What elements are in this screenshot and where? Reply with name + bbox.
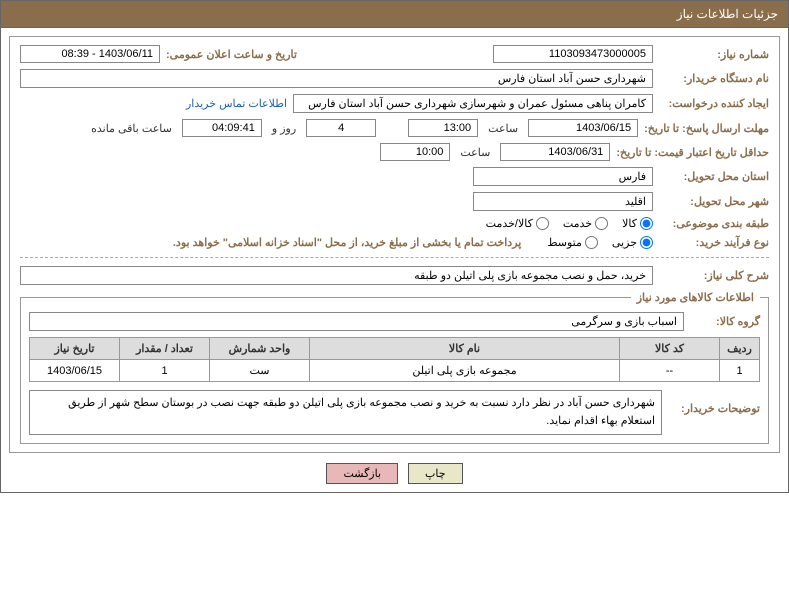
th-code: کد کالا	[620, 338, 720, 360]
label-goods-group: گروه کالا:	[690, 315, 760, 328]
label-topic-class: طبقه بندی موضوعی:	[659, 217, 769, 230]
radio-topic-both[interactable]: کالا/خدمت	[486, 217, 549, 230]
radio-group-process: جزیی متوسط	[547, 236, 653, 249]
field-general-desc: خرید، حمل و نصب مجموعه بازی پلی اتیلن دو…	[20, 266, 653, 285]
field-valid-date: 1403/06/31	[500, 143, 610, 161]
field-buyer-org: شهرداری حسن آباد استان فارس	[20, 69, 653, 88]
cell-date: 1403/06/15	[30, 360, 120, 382]
label-requester: ایجاد کننده درخواست:	[659, 97, 769, 110]
field-need-no: 1103093473000005	[493, 45, 653, 63]
cell-idx: 1	[720, 360, 760, 382]
field-time-left: 04:09:41	[182, 119, 262, 137]
label-hour-1: ساعت	[484, 122, 522, 135]
th-unit: واحد شمارش	[210, 338, 310, 360]
radio-process-minor[interactable]: جزیی	[612, 236, 653, 249]
field-resp-date: 1403/06/15	[528, 119, 638, 137]
label-day-and: روز و	[268, 122, 300, 135]
cell-name: مجموعه بازی پلی اتیلن	[310, 360, 620, 382]
label-buyer-org: نام دستگاه خریدار:	[659, 72, 769, 85]
table-row: 1 -- مجموعه بازی پلی اتیلن ست 1 1403/06/…	[30, 360, 760, 382]
back-button[interactable]: بازگشت	[326, 463, 398, 484]
items-fieldset: اطلاعات کالاهای مورد نیاز گروه کالا: اسب…	[20, 291, 769, 444]
radio-group-topic: کالا خدمت کالا/خدمت	[486, 217, 653, 230]
panel-header: جزئیات اطلاعات نیاز	[0, 0, 789, 27]
divider	[20, 257, 769, 258]
field-city: اقلید	[473, 192, 653, 211]
label-province: استان محل تحویل:	[659, 170, 769, 183]
details-frame: شماره نیاز: 1103093473000005 تاریخ و ساع…	[9, 36, 780, 453]
radio-topic-goods[interactable]: کالا	[622, 217, 653, 230]
label-min-validity: حداقل تاریخ اعتبار قیمت: تا تاریخ:	[616, 146, 769, 159]
items-section-title: اطلاعات کالاهای مورد نیاز	[631, 291, 760, 304]
label-hour-2: ساعت	[456, 146, 494, 159]
field-requester: کامران پناهی مسئول عمران و شهرسازی شهردا…	[293, 94, 653, 113]
items-table: ردیف کد کالا نام کالا واحد شمارش تعداد /…	[29, 337, 760, 382]
label-need-no: شماره نیاز:	[659, 48, 769, 61]
label-announce-dt: تاریخ و ساعت اعلان عمومی:	[166, 48, 297, 61]
cell-code: --	[620, 360, 720, 382]
outer-frame: شماره نیاز: 1103093473000005 تاریخ و ساع…	[0, 27, 789, 493]
field-goods-group: اسباب بازی و سرگرمی	[29, 312, 684, 331]
link-buyer-contact[interactable]: اطلاعات تماس خریدار	[186, 97, 287, 110]
label-city: شهر محل تحویل:	[659, 195, 769, 208]
payment-note: پرداخت تمام یا بخشی از مبلغ خرید، از محل…	[169, 236, 525, 249]
th-date: تاریخ نیاز	[30, 338, 120, 360]
th-idx: ردیف	[720, 338, 760, 360]
field-days-left: 4	[306, 119, 376, 137]
radio-topic-service[interactable]: خدمت	[563, 217, 608, 230]
field-buyer-notes: شهرداری حسن آباد در نظر دارد نسبت به خری…	[29, 390, 662, 435]
field-announce-dt: 1403/06/11 - 08:39	[20, 45, 160, 63]
label-remaining: ساعت باقی مانده	[87, 122, 176, 135]
th-name: نام کالا	[310, 338, 620, 360]
field-resp-time: 13:00	[408, 119, 478, 137]
th-qty: تعداد / مقدار	[120, 338, 210, 360]
radio-process-medium[interactable]: متوسط	[547, 236, 598, 249]
cell-qty: 1	[120, 360, 210, 382]
field-province: فارس	[473, 167, 653, 186]
label-general-desc: شرح کلی نیاز:	[659, 269, 769, 282]
print-button[interactable]: چاپ	[408, 463, 463, 484]
label-process: نوع فرآیند خرید:	[659, 236, 769, 249]
label-buyer-notes: توضیحات خریدار:	[670, 390, 760, 415]
cell-unit: ست	[210, 360, 310, 382]
label-response-deadline: مهلت ارسال پاسخ: تا تاریخ:	[644, 122, 769, 135]
field-valid-time: 10:00	[380, 143, 450, 161]
